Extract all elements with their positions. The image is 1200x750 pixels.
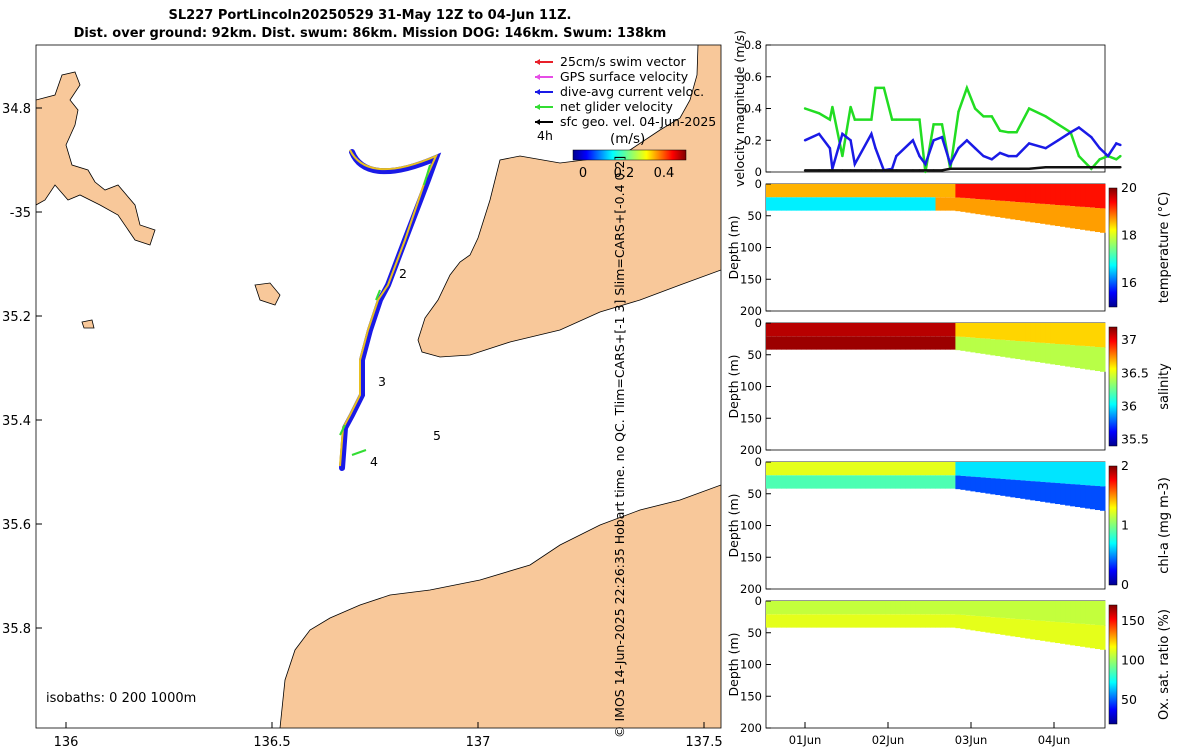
- western-islands-land: [36, 71, 156, 246]
- kangaroo-island-land: [279, 484, 721, 728]
- legend-arrowhead: [535, 59, 540, 65]
- legend-arrowhead: [535, 119, 540, 125]
- glider-track: [339, 149, 442, 471]
- map-x-tick-label: 136: [54, 735, 79, 750]
- legend-label: net glider velocity: [560, 99, 674, 114]
- land-masses: [36, 45, 721, 728]
- map-x-tick-label: 137: [466, 735, 491, 750]
- colorbar-unit: (m/s): [610, 131, 645, 147]
- isobaths-label: isobaths: 0 200 1000m: [46, 691, 196, 706]
- legend-label: dive-avg current veloc.: [560, 84, 704, 99]
- day-marker: 5: [433, 428, 441, 443]
- map-y-tick-label: 35.6: [2, 518, 31, 533]
- legend-arrowhead: [535, 74, 540, 80]
- figure-title-line1: SL227 PortLincoln20250529 31-May 12Z to …: [168, 8, 572, 23]
- map-y-tick-label: 35.8: [2, 622, 31, 637]
- small-island-a: [254, 282, 281, 306]
- map-x-tick-label: 137.5: [685, 735, 722, 750]
- colorbar-tick-label: 0.2: [614, 166, 635, 181]
- map-y-tick-label: 34.8: [2, 102, 31, 117]
- map-y-tick-label: 35.2: [2, 310, 31, 325]
- map-y-tick-label: -35: [10, 206, 31, 221]
- day-marker: 4: [370, 454, 378, 469]
- legend-label: 25cm/s swim vector: [560, 54, 687, 69]
- map-y-tick-label: 35.4: [2, 414, 31, 429]
- copyright-note: © IMOS 14-Jun-2025 22:26:35 Hobart time.…: [611, 155, 627, 738]
- colorbar-tick-label: 0.4: [654, 166, 675, 181]
- day-marker: 3: [378, 374, 386, 389]
- figure-title-line2: Dist. over ground: 92km. Dist. swum: 86k…: [73, 26, 667, 41]
- legend-label: GPS surface velocity: [560, 69, 689, 84]
- gps-velocity-segments: [339, 164, 431, 456]
- colorbar-tick-label: 0: [579, 166, 587, 181]
- net-glider-track: [339, 149, 438, 467]
- legend-label: sfc geo. vel. 04-Jun-2025: [560, 114, 716, 129]
- small-island-b: [81, 319, 95, 329]
- day-marker: 2: [399, 266, 407, 281]
- speed-colorbar: [572, 149, 687, 161]
- legend-arrowhead: [535, 89, 540, 95]
- colorbar-interval: 4h: [537, 128, 553, 143]
- eyre-peninsula-land: [417, 45, 721, 358]
- map-x-tick-label: 136.5: [253, 735, 290, 750]
- legend-arrowhead: [535, 104, 540, 110]
